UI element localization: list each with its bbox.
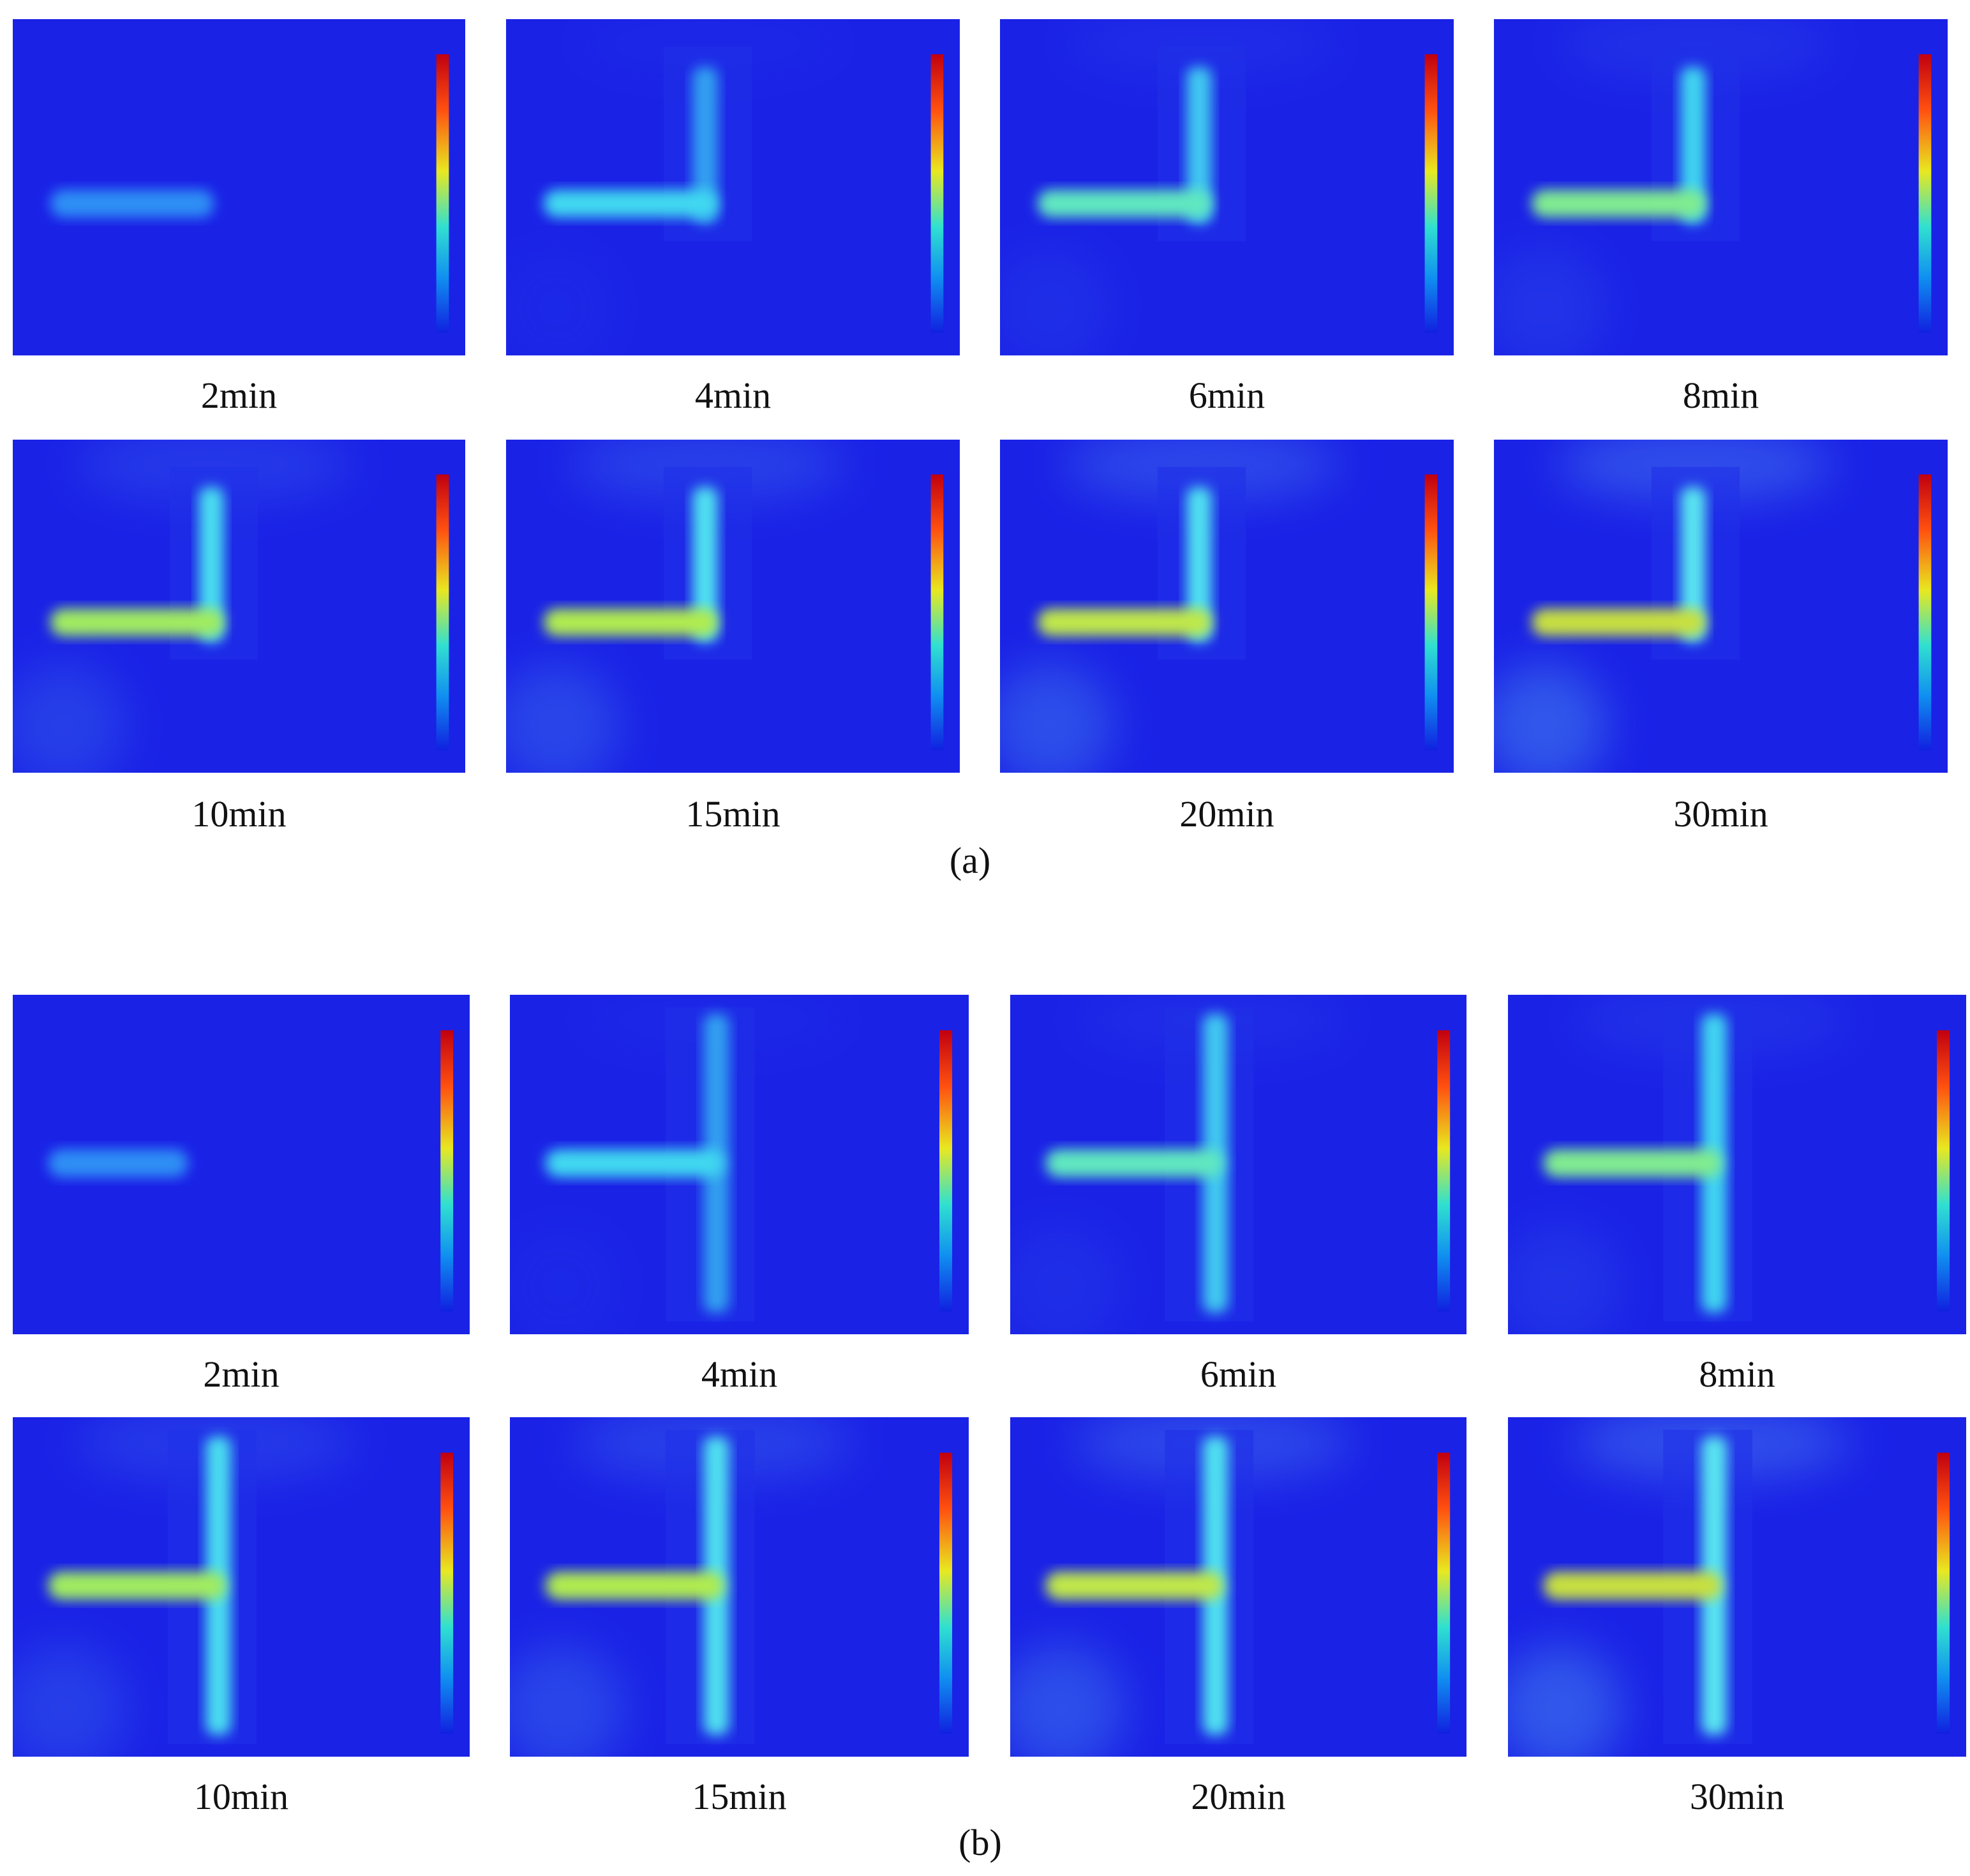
thermal-image (1010, 995, 1466, 1334)
thermal-image (13, 19, 465, 355)
vertical-strip (1680, 66, 1706, 224)
colorbar (436, 474, 449, 750)
caption: 10min (191, 793, 287, 835)
colorbar (939, 1452, 953, 1734)
caption: 15min (685, 793, 780, 835)
background (13, 19, 465, 355)
caption: 2min (200, 375, 278, 416)
vertical-strip (1186, 66, 1212, 224)
colorbar (1918, 54, 1932, 333)
caption: 4min (694, 375, 772, 416)
caption: 8min (1682, 375, 1759, 416)
horizontal-strip (48, 1149, 188, 1177)
caption: 30min (1689, 1776, 1785, 1817)
glow (1494, 663, 1608, 773)
panel-label: (a) (949, 840, 991, 881)
thermal-image (1508, 995, 1966, 1334)
horizontal-strip (1532, 608, 1706, 636)
horizontal-strip (50, 608, 224, 636)
horizontal-strip (1543, 1572, 1722, 1600)
colorbar (1437, 1452, 1451, 1734)
horizontal-strip (1543, 1149, 1722, 1177)
caption: 15min (692, 1776, 787, 1817)
thermal-image (1494, 440, 1948, 773)
glow (1508, 1645, 1623, 1757)
thermal-image (13, 1417, 470, 1757)
vertical-strip (1186, 487, 1212, 643)
horizontal-strip (545, 1572, 724, 1600)
caption: 10min (193, 1776, 289, 1817)
glow (1494, 244, 1608, 355)
horizontal-strip (48, 1572, 227, 1600)
colorbar (930, 54, 944, 333)
glow (510, 1223, 625, 1334)
glow (1508, 1223, 1623, 1334)
glow (1000, 244, 1114, 355)
glow (506, 663, 620, 773)
horizontal-strip (545, 1149, 724, 1177)
vertical-strip (692, 487, 718, 643)
thermal-image (510, 1417, 969, 1757)
horizontal-strip (1532, 190, 1706, 218)
vertical-strip (198, 487, 224, 643)
colorbar (939, 1030, 953, 1312)
glow (1010, 1645, 1124, 1757)
panel-label: (b) (959, 1822, 1002, 1863)
colorbar (1437, 1030, 1451, 1312)
thermal-image (506, 19, 960, 355)
thermal-image (1508, 1417, 1966, 1757)
colorbar (1918, 474, 1932, 750)
colorbar (1937, 1030, 1950, 1312)
caption: 6min (1200, 1353, 1277, 1395)
horizontal-strip (50, 190, 214, 218)
horizontal-strip (1038, 608, 1212, 636)
colorbar (436, 54, 449, 333)
caption: 6min (1188, 375, 1265, 416)
colorbar (1937, 1452, 1950, 1734)
thermal-image (1000, 440, 1454, 773)
vertical-strip (692, 66, 718, 224)
glow (506, 244, 620, 355)
glow (1010, 1223, 1124, 1334)
thermal-image (506, 440, 960, 773)
caption: 8min (1699, 1353, 1775, 1395)
colorbar (440, 1030, 454, 1312)
glow (13, 663, 126, 773)
thermal-image (510, 995, 969, 1334)
thermal-image (1494, 19, 1948, 355)
vertical-strip (1680, 487, 1706, 643)
caption: 4min (701, 1353, 778, 1395)
horizontal-strip (1045, 1149, 1223, 1177)
glow (1000, 663, 1114, 773)
glow (13, 1645, 127, 1757)
caption: 20min (1179, 793, 1274, 835)
horizontal-strip (544, 190, 718, 218)
thermal-image (1010, 1417, 1466, 1757)
caption: 2min (203, 1353, 280, 1395)
colorbar (1424, 54, 1438, 333)
caption: 30min (1673, 793, 1768, 835)
horizontal-strip (544, 608, 718, 636)
thermal-image (13, 995, 470, 1334)
colorbar (440, 1452, 454, 1734)
thermal-image (13, 440, 465, 773)
caption: 20min (1191, 1776, 1286, 1817)
horizontal-strip (1045, 1572, 1223, 1600)
colorbar (1424, 474, 1438, 750)
horizontal-strip (1038, 190, 1212, 218)
colorbar (930, 474, 944, 750)
glow (510, 1645, 625, 1757)
thermal-image (1000, 19, 1454, 355)
